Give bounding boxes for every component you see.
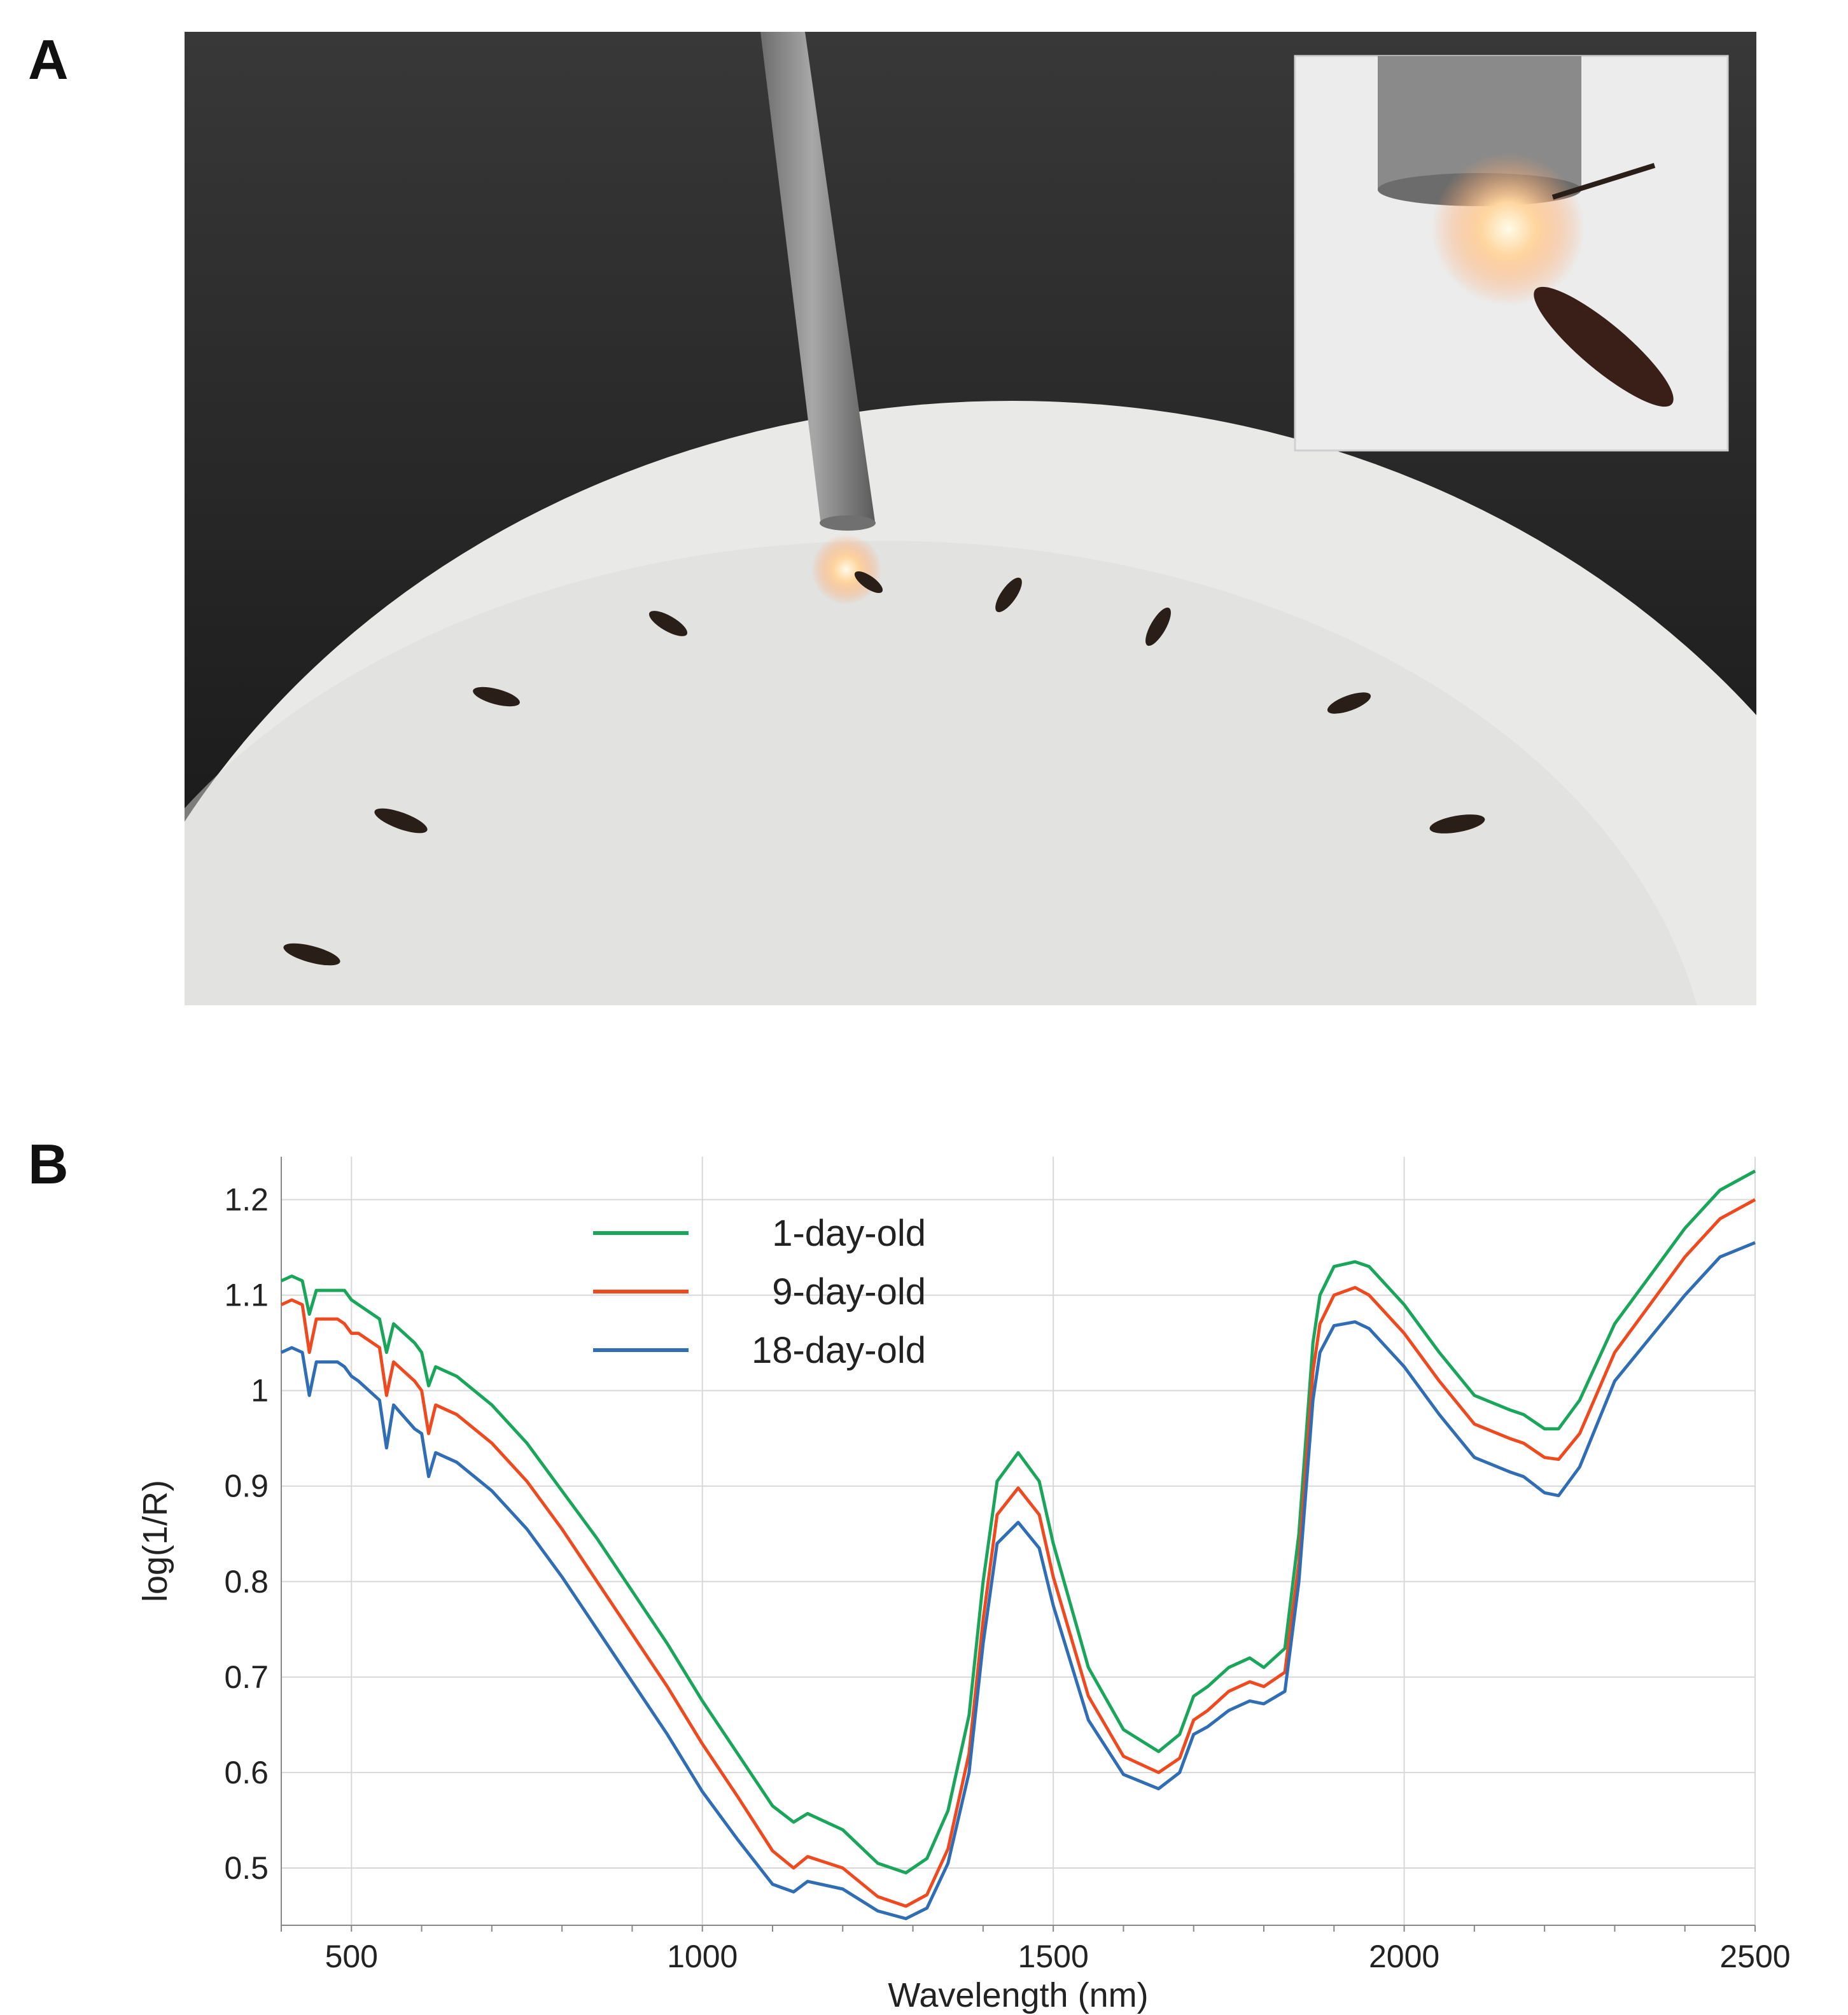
x-axis-title: Wavelength (nm) bbox=[888, 1976, 1148, 2014]
legend-label: 1-day-old bbox=[772, 1213, 926, 1254]
inset-light bbox=[1432, 153, 1585, 305]
inset-closeup bbox=[1294, 55, 1729, 452]
mosquito-9 bbox=[283, 943, 340, 966]
mosquito-7 bbox=[374, 808, 428, 833]
panel-label-a: A bbox=[28, 28, 69, 91]
dish-shadow bbox=[185, 541, 1697, 1005]
y-tick-label: 0.7 bbox=[224, 1659, 269, 1695]
mosquito-1 bbox=[854, 571, 883, 594]
y-axis-title: log(1/R) bbox=[136, 1480, 174, 1602]
legend-label: 18-day-old bbox=[752, 1330, 926, 1371]
mosquito-4 bbox=[1145, 607, 1171, 646]
light-spot bbox=[811, 534, 881, 604]
x-tick-label: 500 bbox=[325, 1939, 378, 1974]
series-lines bbox=[280, 1169, 1756, 1920]
y-tick-label: 1.2 bbox=[224, 1182, 269, 1218]
series-line-18-day-old bbox=[280, 1241, 1756, 1920]
panel-label-b: B bbox=[28, 1133, 69, 1196]
y-tick-label: 0.6 bbox=[224, 1755, 269, 1790]
y-tick-label: 0.8 bbox=[224, 1564, 269, 1600]
x-tick-label: 1000 bbox=[667, 1939, 738, 1974]
mosquito-specimens-photo bbox=[185, 32, 1756, 1005]
plot-frame bbox=[281, 1157, 1755, 1926]
x-tick-label: 1500 bbox=[1018, 1939, 1089, 1974]
y-ticks: 0.5 0.6 0.7 0.8 0.9 1 1.1 1.2 bbox=[224, 1182, 269, 1886]
mosquito-5 bbox=[473, 687, 520, 707]
mosquito-2 bbox=[648, 611, 688, 636]
y-tick-label: 0.5 bbox=[224, 1850, 269, 1886]
legend: 1-day-old 9-day-old 18-day-old bbox=[593, 1213, 926, 1371]
legend-label: 9-day-old bbox=[772, 1271, 926, 1313]
mosquito-6 bbox=[1327, 692, 1371, 714]
inset-mosquito bbox=[1534, 286, 1674, 407]
y-tick-label: 0.9 bbox=[224, 1468, 269, 1504]
y-tick-label: 1 bbox=[251, 1373, 269, 1409]
probe-rod bbox=[760, 32, 875, 525]
series-line-9-day-old bbox=[280, 1198, 1756, 1908]
mosquito-8 bbox=[1429, 814, 1485, 833]
spectra-chart: 0.5 0.6 0.7 0.8 0.9 1 1.1 1.2 500 1000 1500 2000 25… bbox=[136, 1157, 1791, 2014]
grid-lines bbox=[281, 1157, 1756, 1925]
y-tick-label: 1.1 bbox=[224, 1278, 269, 1313]
x-ticks: 500 1000 1500 2000 2500 bbox=[281, 1925, 1791, 1974]
mosquito-group bbox=[283, 571, 1485, 966]
x-tick-label: 2000 bbox=[1369, 1939, 1439, 1974]
x-tick-label: 2500 bbox=[1719, 1939, 1790, 1974]
mosquito-3 bbox=[995, 577, 1022, 613]
series-line-1-day-old bbox=[280, 1169, 1756, 1874]
